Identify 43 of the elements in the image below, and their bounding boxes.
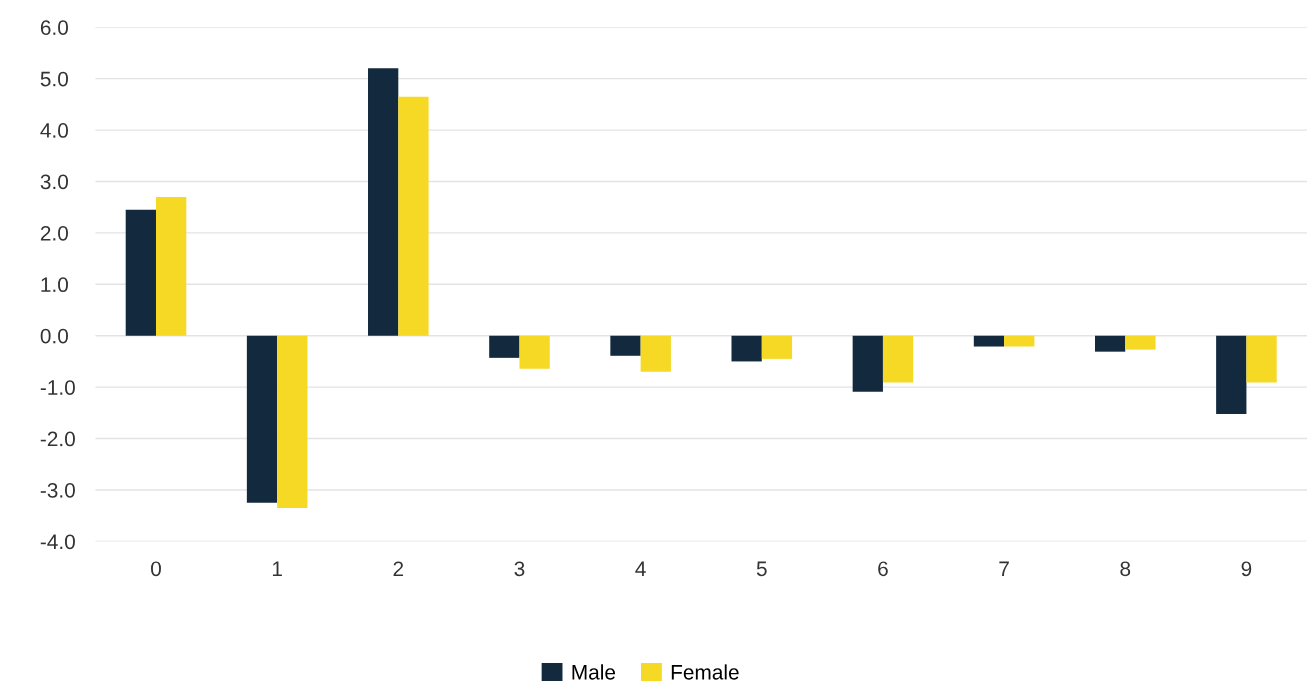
bar bbox=[852, 335, 883, 392]
bar bbox=[761, 335, 793, 359]
bar bbox=[1246, 335, 1277, 383]
legend-label: Male bbox=[572, 664, 616, 680]
bar bbox=[731, 335, 762, 362]
bar bbox=[519, 335, 550, 369]
x-tick-label: 0 bbox=[151, 561, 161, 577]
bar bbox=[882, 335, 914, 383]
y-tick-label: -4.0 bbox=[40, 534, 75, 550]
x-tick-label: 4 bbox=[635, 561, 646, 576]
bar bbox=[640, 335, 671, 372]
bar bbox=[398, 96, 429, 336]
x-tick-label: 9 bbox=[1241, 561, 1252, 577]
x-tick-label: 7 bbox=[999, 561, 1009, 576]
legend-label: Female bbox=[671, 664, 739, 680]
bar bbox=[155, 196, 187, 336]
x-tick-label: 5 bbox=[756, 561, 767, 577]
y-tick-label: -2.0 bbox=[40, 431, 75, 447]
y-tick-label: 6.0 bbox=[40, 20, 68, 35]
bar bbox=[1216, 335, 1247, 414]
bar bbox=[610, 335, 641, 356]
y-tick-label: 4.0 bbox=[40, 123, 68, 138]
y-tick-label: -3.0 bbox=[40, 482, 75, 498]
bar bbox=[489, 335, 520, 358]
x-tick-label: 1 bbox=[272, 561, 282, 576]
bar bbox=[125, 209, 156, 336]
bar bbox=[1094, 335, 1126, 352]
y-tick-label: 5.0 bbox=[40, 71, 68, 87]
y-tick-label: 3.0 bbox=[40, 174, 68, 190]
x-tick-label: 3 bbox=[514, 561, 525, 577]
bar bbox=[246, 335, 278, 503]
y-tick-label: 0.0 bbox=[40, 328, 68, 344]
y-tick-label: -1.0 bbox=[40, 380, 75, 395]
bar bbox=[973, 335, 1005, 347]
bar bbox=[368, 68, 399, 336]
y-tick-label: 1.0 bbox=[41, 277, 68, 293]
x-tick-label: 2 bbox=[393, 561, 404, 576]
bar bbox=[1125, 335, 1156, 350]
x-tick-label: 8 bbox=[1120, 561, 1131, 577]
bar bbox=[277, 335, 308, 508]
x-tick-label: 6 bbox=[878, 561, 888, 577]
bar bbox=[1004, 335, 1035, 347]
y-tick-label: 2.0 bbox=[40, 225, 68, 241]
